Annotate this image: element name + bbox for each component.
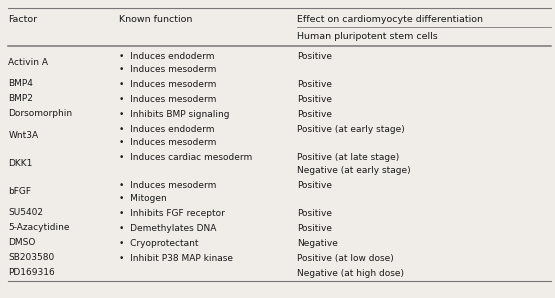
Text: Negative: Negative bbox=[297, 239, 338, 248]
Text: Positive: Positive bbox=[297, 110, 332, 119]
Text: PD169316: PD169316 bbox=[8, 268, 55, 277]
Text: Dorsomorphin: Dorsomorphin bbox=[8, 109, 73, 118]
Text: DKK1: DKK1 bbox=[8, 159, 33, 168]
Text: Positive (at late stage): Positive (at late stage) bbox=[297, 153, 399, 162]
Text: Human pluripotent stem cells: Human pluripotent stem cells bbox=[297, 32, 438, 41]
Text: DMSO: DMSO bbox=[8, 238, 36, 247]
Text: SU5402: SU5402 bbox=[8, 208, 43, 217]
Text: bFGF: bFGF bbox=[8, 187, 31, 196]
Text: •  Inhibits FGF receptor: • Inhibits FGF receptor bbox=[119, 209, 225, 218]
Text: 5-Azacytidine: 5-Azacytidine bbox=[8, 223, 70, 232]
Text: Negative (at early stage): Negative (at early stage) bbox=[297, 166, 411, 175]
Text: Positive: Positive bbox=[297, 52, 332, 61]
Text: •  Induces cardiac mesoderm: • Induces cardiac mesoderm bbox=[119, 153, 253, 162]
Text: •  Mitogen: • Mitogen bbox=[119, 194, 167, 203]
Text: Positive: Positive bbox=[297, 80, 332, 89]
Text: Known function: Known function bbox=[119, 15, 193, 24]
Text: Positive (at early stage): Positive (at early stage) bbox=[297, 125, 405, 134]
Text: •  Induces mesoderm: • Induces mesoderm bbox=[119, 80, 216, 89]
Text: •  Induces mesoderm: • Induces mesoderm bbox=[119, 181, 216, 190]
Text: •  Inhibit P38 MAP kinase: • Inhibit P38 MAP kinase bbox=[119, 254, 233, 263]
Text: BMP2: BMP2 bbox=[8, 94, 33, 103]
Text: BMP4: BMP4 bbox=[8, 79, 33, 88]
Text: •  Induces mesoderm: • Induces mesoderm bbox=[119, 65, 216, 74]
Text: Negative (at high dose): Negative (at high dose) bbox=[297, 269, 404, 278]
Text: •  Inhibits BMP signaling: • Inhibits BMP signaling bbox=[119, 110, 230, 119]
Text: Effect on cardiomyocyte differentiation: Effect on cardiomyocyte differentiation bbox=[297, 15, 483, 24]
Text: •  Cryoprotectant: • Cryoprotectant bbox=[119, 239, 199, 248]
Text: •  Induces mesoderm: • Induces mesoderm bbox=[119, 138, 216, 147]
Text: Activin A: Activin A bbox=[8, 58, 48, 67]
Text: •  Demethylates DNA: • Demethylates DNA bbox=[119, 224, 216, 233]
Text: Factor: Factor bbox=[8, 15, 37, 24]
Text: SB203580: SB203580 bbox=[8, 253, 54, 262]
Text: Positive: Positive bbox=[297, 95, 332, 104]
Text: Positive: Positive bbox=[297, 181, 332, 190]
Text: Positive: Positive bbox=[297, 209, 332, 218]
Text: •  Induces endoderm: • Induces endoderm bbox=[119, 52, 215, 61]
Text: Positive (at low dose): Positive (at low dose) bbox=[297, 254, 393, 263]
Text: Positive: Positive bbox=[297, 224, 332, 233]
Text: Wnt3A: Wnt3A bbox=[8, 131, 38, 140]
Text: •  Induces endoderm: • Induces endoderm bbox=[119, 125, 215, 134]
Text: •  Induces mesoderm: • Induces mesoderm bbox=[119, 95, 216, 104]
